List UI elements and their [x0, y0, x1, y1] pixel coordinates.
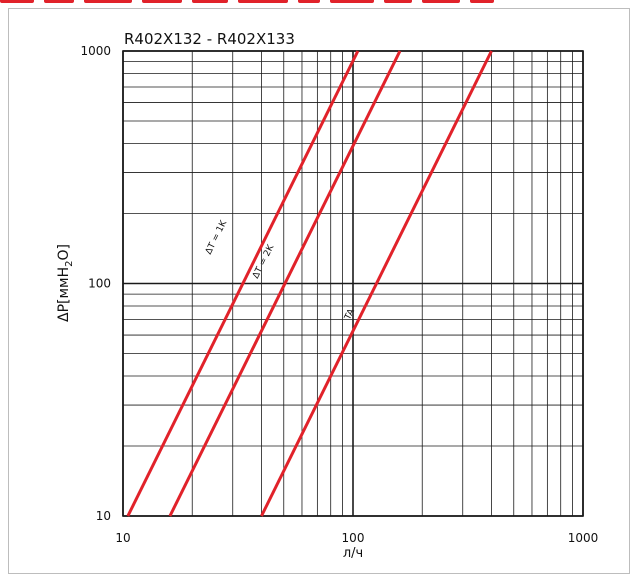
y-tick-label: 1000	[80, 44, 111, 58]
x-tick-label: 1000	[568, 531, 599, 545]
plot-border	[122, 50, 584, 517]
series-line	[260, 50, 493, 517]
chart-frame	[8, 8, 630, 574]
x-tick-label: 100	[342, 531, 365, 545]
tick-layer: 10 100 1000 10 100 1000	[80, 44, 598, 545]
x-tick-label: 10	[115, 531, 130, 545]
series-line	[168, 50, 402, 517]
y-tick-label: 10	[96, 509, 111, 523]
y-tick-label: 100	[88, 277, 111, 291]
x-axis-label: л/ч	[343, 546, 363, 561]
series-label: TA	[343, 307, 358, 323]
top-color-stripe	[0, 0, 634, 7]
grid	[122, 50, 584, 517]
series-line	[126, 50, 360, 517]
series-label: ΔT = 1K	[204, 218, 230, 256]
y-axis-label: ΔP[ммH2O]	[56, 244, 75, 322]
chart-title: R402X132 - R402X133	[124, 30, 295, 48]
